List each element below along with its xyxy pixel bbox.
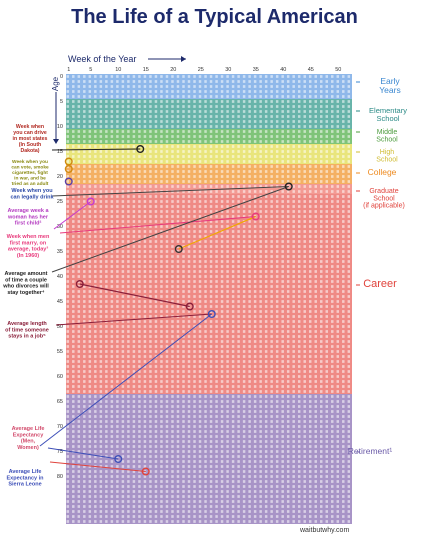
x-tick-30: 30: [225, 67, 231, 73]
stage-band-1: [66, 99, 352, 129]
x-axis-label: Week of the Year: [68, 54, 136, 64]
annotation-3: Average week a woman has her first child²: [7, 208, 49, 227]
y-axis-label: Age: [51, 76, 60, 91]
stage-band-4: [66, 164, 352, 184]
y-tick-10: 10: [57, 124, 63, 130]
stage-label-0: Early Years: [379, 76, 400, 95]
marker-11: [114, 455, 123, 464]
stage-label-1: Elementary School: [369, 106, 407, 123]
y-tick-20: 20: [57, 174, 63, 180]
annotation-5: Average amount of time a couple who divorc…: [2, 271, 49, 296]
x-tick-45: 45: [308, 67, 314, 73]
connector-line-0: [51, 148, 141, 151]
connector-line-3: [53, 201, 92, 230]
marker-12: [141, 467, 150, 476]
x-tick-15: 15: [143, 67, 149, 73]
connector-line-6: [39, 313, 213, 447]
x-tick-10: 10: [115, 67, 121, 73]
y-tick-70: 70: [57, 424, 63, 430]
y-tick-50: 50: [57, 324, 63, 330]
stage-band-5: [66, 184, 352, 194]
stage-label-7: Retirement¹: [348, 446, 393, 456]
chart-title: The Life of a Typical American: [71, 6, 358, 28]
x-tick-35: 35: [253, 67, 259, 73]
y-tick-45: 45: [57, 299, 63, 305]
marker-1: [64, 157, 73, 166]
y-tick-5: 5: [60, 99, 63, 105]
y-tick-80: 80: [57, 474, 63, 480]
connector-line-7: [47, 447, 119, 460]
y-tick-35: 35: [57, 249, 63, 255]
connector-line-4: [51, 186, 289, 273]
y-tick-40: 40: [57, 274, 63, 280]
y-tick-0: 0: [60, 74, 63, 80]
y-tick-30: 30: [57, 224, 63, 230]
y-axis-arrowhead: [53, 139, 59, 144]
annotation-0: Week when you can drive in most states (In …: [13, 124, 48, 154]
y-tick-15: 15: [57, 149, 63, 155]
y-tick-25: 25: [57, 199, 63, 205]
marker-9: [185, 302, 194, 311]
connector-line-5: [55, 313, 212, 326]
marker-5: [284, 182, 293, 191]
y-tick-75: 75: [57, 449, 63, 455]
x-tick-5: 5: [89, 67, 92, 73]
x-tick-20: 20: [170, 67, 176, 73]
marker-8: [75, 280, 84, 289]
marker-2: [64, 164, 73, 173]
marker-6: [251, 212, 260, 221]
x-tick-25: 25: [198, 67, 204, 73]
connector-line-8: [49, 461, 146, 472]
job-length-line: [79, 283, 190, 308]
stage-label-6: Career: [363, 278, 397, 290]
annotation-4: Week when men first marry, on average, tod…: [7, 234, 50, 259]
stage-band-7: [66, 394, 352, 524]
stage-label-3: High School: [376, 149, 398, 163]
annotation-1: Week when you can vote, smoke cigarettes, …: [11, 159, 49, 187]
x-tick-40: 40: [280, 67, 286, 73]
y-tick-65: 65: [57, 399, 63, 405]
x-tick-50: 50: [335, 67, 341, 73]
stage-label-5: Graduate School (if applicable): [363, 188, 405, 210]
callout-1: Average Life Expectancy in Sierra Leone: [7, 469, 45, 488]
y-tick-60: 60: [57, 374, 63, 380]
connector-line-1: [51, 186, 289, 197]
credit: waitbutwhy.com: [300, 527, 350, 534]
stage-band-6: [66, 194, 352, 394]
annotation-6: Average length of time someone stays in a …: [5, 321, 49, 340]
connector-line-2: [59, 216, 256, 234]
marker-10: [207, 310, 216, 319]
y-tick-55: 55: [57, 349, 63, 355]
callout-0: Average Life Expectancy (Men, Women): [12, 426, 45, 451]
stage-band-2: [66, 129, 352, 144]
stage-label-4: College: [368, 167, 397, 177]
marker-0: [136, 144, 145, 153]
annotation-2: Week when you can legally drink: [10, 188, 54, 200]
x-tick-1: 1: [67, 67, 70, 73]
x-axis-arrowhead: [181, 56, 186, 62]
marker-7: [174, 244, 183, 253]
marriage-1960-line: [178, 215, 256, 250]
marker-3: [64, 177, 73, 186]
marker-4: [86, 197, 95, 206]
stage-label-2: Middle School: [376, 129, 398, 143]
